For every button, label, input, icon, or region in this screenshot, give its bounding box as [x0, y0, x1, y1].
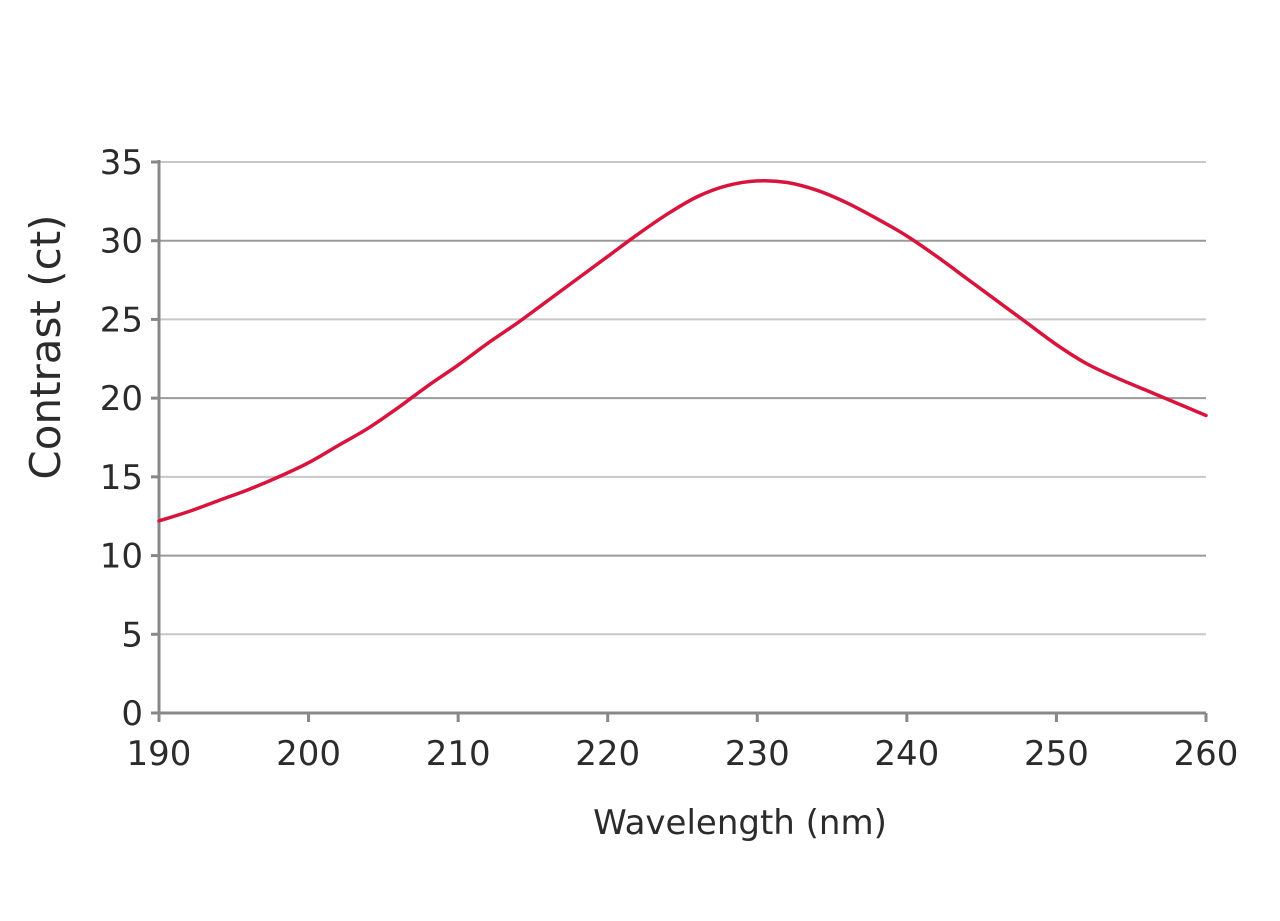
y-tick-label-20: 20: [100, 379, 143, 419]
y-tick-label-15: 15: [100, 458, 143, 498]
y-axis-title: Contrast (ct): [21, 214, 70, 479]
x-axis-title: Wavelength (nm): [593, 803, 887, 843]
grid-lines: [159, 161, 1206, 636]
y-tick-label-25: 25: [100, 300, 143, 340]
y-tick-label-0: 0: [121, 694, 143, 734]
x-tick-label-240: 240: [874, 734, 939, 774]
series-line-0: [157, 178, 1208, 523]
series: [157, 178, 1208, 523]
y-tick-label-5: 5: [121, 615, 143, 655]
x-tick-label-220: 220: [575, 734, 640, 774]
x-tick-label-230: 230: [725, 734, 790, 774]
y-tick-label-35: 35: [100, 143, 143, 183]
y-tick-label-30: 30: [100, 222, 143, 262]
axes: [151, 160, 1208, 722]
x-tick-label-210: 210: [426, 734, 491, 774]
x-tick-label-260: 260: [1174, 734, 1239, 774]
tick-labels: 0 5 10 15 20 25 30 35 190 200 210 220 230 240 250 260: [100, 143, 1239, 774]
x-tick-label-250: 250: [1024, 734, 1089, 774]
x-tick-label-200: 200: [276, 734, 341, 774]
y-tick-label-10: 10: [100, 537, 143, 577]
x-tick-label-190: 190: [127, 734, 192, 774]
